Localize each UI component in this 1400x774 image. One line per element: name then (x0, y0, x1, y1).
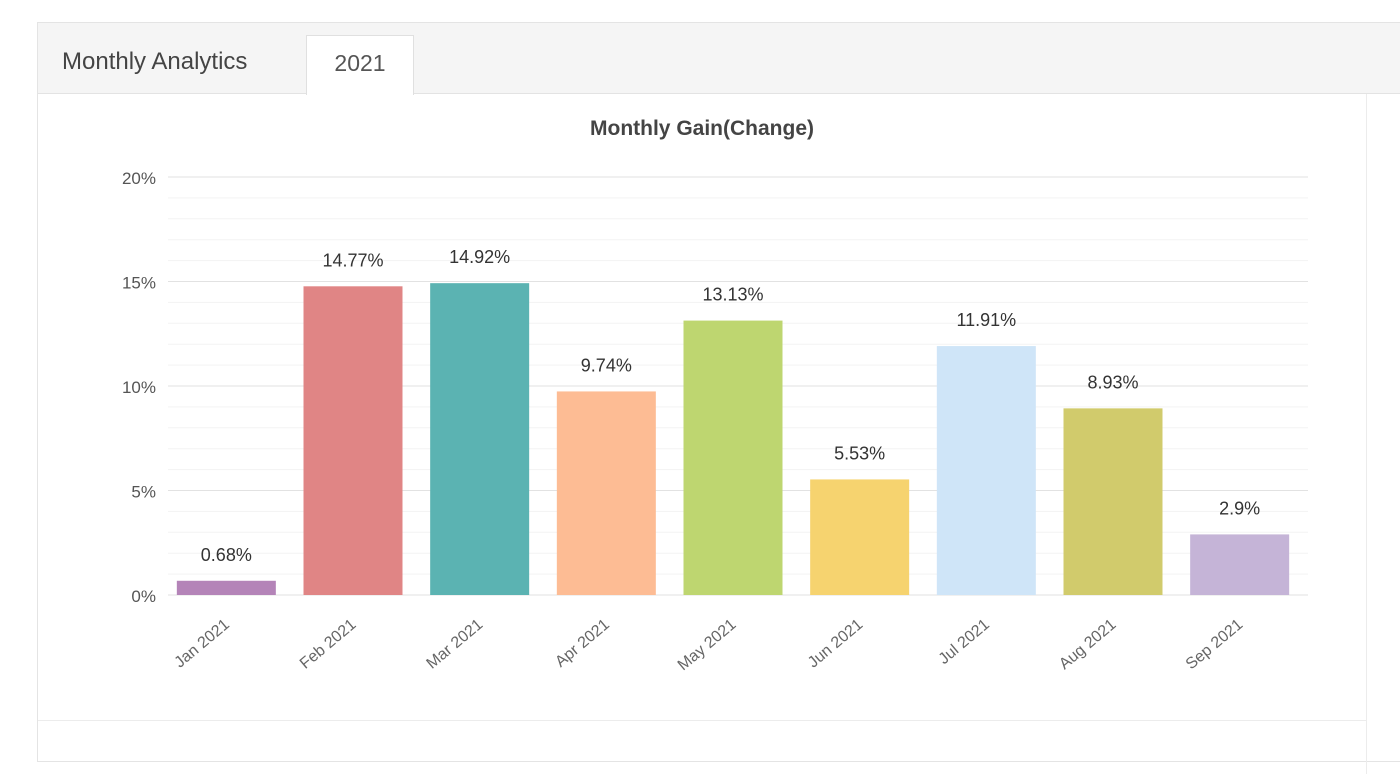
data-label: 14.77% (322, 250, 383, 270)
data-label: 5.53% (834, 443, 885, 463)
y-axis: 0% 5% 10% 15% 20% (122, 169, 156, 606)
x-tick-label: Mar 2021 (424, 616, 487, 673)
data-labels: 0.68% 14.77% 14.92% 9.74% 13.13% 5.53% 11.91% 8… (201, 247, 1260, 565)
y-tick-label: 20% (122, 169, 156, 188)
data-label: 13.13% (702, 285, 763, 305)
panel-bottom-divider (38, 720, 1366, 721)
data-label: 9.74% (581, 355, 632, 375)
bar[interactable] (683, 320, 783, 595)
x-tick-label: Apr 2021 (552, 616, 613, 671)
data-label: 0.68% (201, 545, 252, 565)
bar[interactable] (303, 286, 403, 595)
bar[interactable] (556, 391, 656, 595)
tab-bar: Monthly Analytics 2021 (38, 23, 1400, 95)
x-tick-label: Jun 2021 (805, 616, 866, 671)
data-label: 14.92% (449, 247, 510, 267)
x-tick-label: May 2021 (675, 616, 740, 674)
x-tick-label: Aug 2021 (1056, 616, 1119, 673)
y-tick-label: 0% (131, 587, 156, 606)
panel-divider (1366, 94, 1367, 774)
monthly-gain-chart: Monthly Gain(Change) 0% 5% 10% 15% 20% 0.68%… (122, 117, 1308, 674)
y-tick-label: 15% (122, 274, 156, 293)
x-tick-label: Feb 2021 (297, 616, 360, 673)
y-tick-label: 10% (122, 378, 156, 397)
bar[interactable] (810, 479, 910, 595)
bar[interactable] (430, 283, 530, 595)
bars (176, 283, 1290, 595)
analytics-widget: Monthly Analytics 2021 (37, 22, 1400, 774)
tab-year-2021[interactable]: 2021 (306, 35, 414, 95)
y-tick-label: 5% (131, 483, 156, 502)
x-tick-label: Jan 2021 (172, 616, 233, 671)
data-label: 11.91% (956, 310, 1016, 330)
tab-monthly-analytics[interactable]: Monthly Analytics (62, 48, 248, 75)
bar[interactable] (176, 580, 276, 595)
x-tick-label: Sep 2021 (1183, 616, 1246, 673)
data-label: 2.9% (1219, 498, 1260, 518)
x-tick-label: Jul 2021 (936, 616, 993, 668)
bar[interactable] (1063, 408, 1163, 595)
x-axis: Jan 2021 Feb 2021 Mar 2021 Apr 2021 May 2021… (172, 616, 1247, 674)
bar[interactable] (936, 346, 1036, 595)
bar[interactable] (1190, 534, 1290, 595)
chart-title: Monthly Gain(Change) (590, 117, 814, 140)
data-label: 8.93% (1087, 372, 1138, 392)
